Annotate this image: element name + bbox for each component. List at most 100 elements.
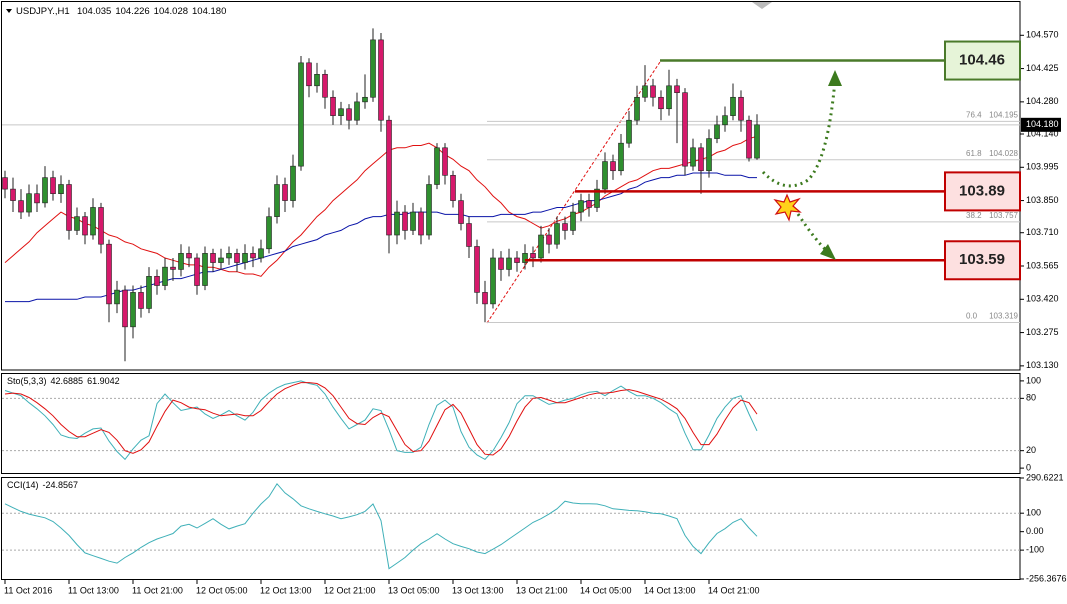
candle-body (458, 200, 464, 224)
candle-body (610, 161, 616, 172)
scroll-marker (752, 2, 772, 9)
moving-average (5, 172, 757, 303)
candle-body (706, 138, 712, 172)
header-value: 104.028 (154, 6, 188, 17)
fib-price: 103.319 (989, 312, 1018, 321)
candle-body (170, 266, 176, 270)
candle-body (226, 253, 232, 259)
y-tick-label: 290.6221 (1026, 472, 1064, 482)
header-value: 104.226 (115, 6, 149, 17)
candle-body (682, 92, 688, 167)
candle-body (26, 193, 32, 213)
indicator-name: CCI(14) (7, 480, 39, 490)
candle-body (10, 188, 16, 201)
fib-price: 104.028 (989, 149, 1018, 158)
candle-body (298, 62, 304, 167)
candle-body (162, 266, 168, 286)
candle-body (634, 96, 640, 121)
candle-body (554, 223, 560, 245)
candle-body (426, 184, 432, 236)
candle-body (34, 193, 40, 204)
candle-body (754, 124, 760, 159)
indicator-value: -24.8567 (43, 480, 79, 490)
candle-body (346, 108, 352, 121)
candle-body (394, 211, 400, 236)
candle-body (722, 115, 728, 126)
candle-body (578, 200, 584, 213)
indicator-title: Sto(5,3,3) 42.6885 61.9042 (7, 376, 120, 386)
x-tick-label: 11 Oct 21:00 (132, 585, 183, 595)
candle-body (50, 177, 56, 194)
candle-body (42, 177, 48, 204)
candle-body (538, 234, 544, 259)
candle-body (194, 257, 200, 286)
candle-body (82, 216, 88, 236)
candle-body (338, 108, 344, 116)
candle-body (474, 246, 480, 293)
candle-body (530, 253, 536, 259)
y-tick-label: 104.425 (1026, 63, 1059, 73)
candle-body (642, 85, 648, 98)
candle-body (618, 142, 624, 172)
fib-ratio: 0.0 (966, 312, 978, 321)
candle-body (522, 253, 528, 263)
up-arrow (761, 79, 837, 188)
y-tick-label: 103.995 (1026, 162, 1059, 172)
candle-body (506, 257, 512, 270)
indicator-line (4, 382, 758, 456)
candle-body (138, 292, 144, 309)
candle-body (2, 177, 8, 190)
down-arrowhead (820, 244, 836, 260)
header-value: 104.180 (192, 6, 226, 17)
candle-body (210, 253, 216, 263)
y-tick-label: 104.280 (1026, 96, 1059, 106)
indicator-value: 61.9042 (87, 376, 120, 386)
candle-body (234, 253, 240, 263)
y-tick-label: -100 (1026, 545, 1044, 555)
breakout-icon (773, 193, 802, 222)
y-tick-label: 103.565 (1026, 260, 1059, 270)
x-tick-label: 14 Oct 21:00 (708, 585, 760, 595)
candle-body (18, 200, 24, 213)
candle-body (434, 147, 440, 185)
candle-body (442, 147, 448, 176)
candle-body (594, 188, 600, 208)
candle-body (402, 211, 408, 231)
candle-body (450, 175, 456, 201)
header-value: 104.035 (77, 6, 111, 17)
candle-body (714, 124, 720, 139)
candle-body (314, 74, 320, 87)
x-tick-label: 12 Oct 21:00 (324, 585, 376, 595)
candle-body (330, 96, 336, 116)
candle-body (514, 257, 520, 263)
candle-body (570, 211, 576, 231)
price-level-label: 103.89 (959, 182, 1005, 199)
candle-body (74, 216, 80, 231)
stoch-panel (1, 373, 1021, 474)
plot-layer: 104.570 104.425 104.280 104.140 103.995 103.8… (2, 6, 1067, 595)
candle-body (122, 289, 128, 328)
fib-price: 103.757 (989, 211, 1018, 220)
x-tick-label: 14 Oct 05:00 (580, 585, 632, 595)
x-tick-label: 11 Oct 13:00 (68, 585, 119, 595)
candle-body (666, 85, 672, 110)
x-tick-label: 13 Oct 05:00 (388, 585, 440, 595)
last-price-label: 104.180 (1026, 119, 1059, 129)
candle-body (690, 147, 696, 167)
candle-body (674, 85, 680, 93)
candle-body (250, 253, 256, 259)
candle-body (418, 211, 424, 236)
candle-body (154, 276, 160, 286)
candle-body (202, 253, 208, 286)
y-tick-label: 103.420 (1026, 294, 1059, 304)
candle-body (290, 165, 296, 201)
fib-ratio: 38.2 (966, 211, 982, 220)
dropdown-icon (6, 9, 12, 13)
candle-body (218, 257, 224, 263)
fib-price: 104.195 (989, 110, 1018, 119)
candle-body (546, 234, 552, 245)
candle-body (378, 39, 384, 121)
y-tick-label: 20 (1026, 445, 1036, 455)
